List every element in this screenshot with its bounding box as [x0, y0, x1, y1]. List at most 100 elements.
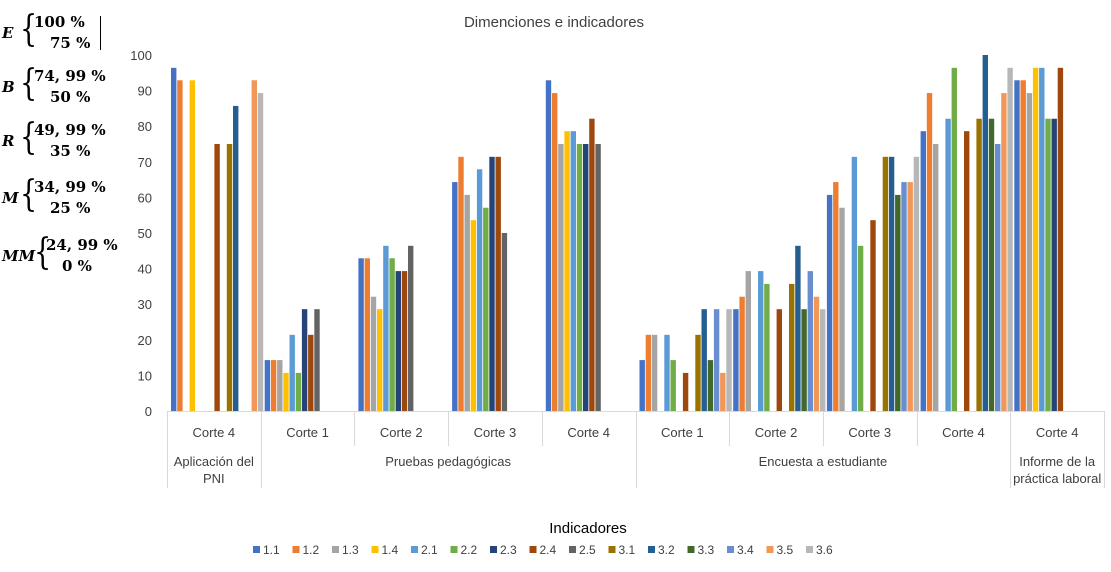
bar-2-1 [570, 131, 576, 411]
legend-swatch-1-4 [371, 546, 379, 553]
bar-1-2 [645, 334, 652, 411]
bar-2-4 [870, 220, 876, 411]
rating-upper-bound: 100 % [34, 13, 85, 31]
bar-2-2 [1045, 118, 1051, 411]
bar-2-1 [851, 156, 858, 411]
bar-3-1 [695, 334, 701, 411]
bar-3-5 [720, 372, 726, 411]
bar-3-3 [707, 360, 714, 411]
bar-2-5 [595, 144, 601, 411]
rating-scale-legend: E {100 % 75 % B {74, 99 % 50 % R {49, 99 % 35 % M… [0, 0, 118, 282]
bar-1-4 [283, 372, 289, 411]
legend-label: 1.1 [263, 543, 280, 557]
y-tick-label: 10 [138, 368, 152, 383]
bar-2-2 [389, 258, 395, 411]
brace-icon: { [20, 117, 38, 158]
legend-swatch-1-1 [253, 546, 260, 553]
legend-label: 2.1 [421, 543, 438, 557]
bar-3-6 [1007, 67, 1013, 411]
bar-3-5 [907, 182, 913, 411]
rating-upper-bound: 49, 99 % [34, 121, 106, 139]
bar-3-1 [976, 118, 982, 411]
legend-label: 3.2 [658, 543, 675, 557]
bar-1-3 [277, 360, 283, 411]
rating-lower-bound: 75 % [50, 34, 91, 52]
bar-3-1 [226, 144, 233, 411]
bar-3-4 [713, 309, 720, 411]
bar-1-1 [733, 309, 739, 411]
category-label: Corte 2 [380, 425, 423, 440]
chart-title: Dimenciones e indicadores [464, 14, 644, 31]
legend-swatch-2-2 [450, 546, 458, 553]
rating-upper-bound: 74, 99 % [34, 67, 106, 85]
bar-1-4 [564, 131, 570, 411]
rating-lower-bound: 50 % [50, 88, 91, 106]
category-label: Corte 2 [755, 425, 798, 440]
legend-label: 2.2 [461, 543, 478, 557]
legend-label: 3.1 [619, 543, 636, 557]
legend-swatch-2-4 [529, 546, 537, 553]
bar-1-1 [545, 80, 552, 411]
bar-1-2 [1020, 80, 1026, 411]
bar-1-2 [739, 296, 745, 411]
group-label: Encuesta a estudiante [759, 454, 888, 469]
legend-label: 2.3 [500, 543, 517, 557]
y-axis: 0 10 20 30 40 50 60 70 80 90 100 [130, 48, 152, 419]
bar-3-2 [701, 309, 707, 411]
legend-swatch-1-2 [292, 546, 300, 553]
y-tick-label: 70 [138, 155, 152, 170]
bar-3-5 [251, 80, 257, 411]
legend-swatch-3-1 [608, 546, 616, 553]
y-tick-label: 20 [138, 333, 152, 348]
rating-letter: R [2, 132, 15, 150]
bar-2-4 [308, 334, 314, 411]
bar-1-1 [826, 194, 833, 411]
bar-1-3 [651, 334, 658, 411]
bar-3-6 [820, 309, 826, 411]
bar-2-4 [682, 372, 689, 411]
rating-lower-bound: 25 % [50, 199, 91, 217]
bar-3-2 [233, 105, 239, 411]
category-label: Corte 4 [1036, 425, 1079, 440]
bar-1-3 [464, 194, 470, 411]
bar-2-4 [776, 309, 782, 411]
legend: 1.1 1.2 1.3 1.4 2.1 2.2 2.3 2.4 2.5 3.1 3.2 3.3 3.4 3… [253, 543, 833, 557]
legend-label: 3.3 [698, 543, 715, 557]
bar-3-6 [257, 93, 264, 411]
bar-1-1 [452, 182, 458, 411]
bar-2-3 [395, 271, 401, 411]
rating-upper-bound: 24, 99 % [46, 236, 118, 254]
category-label: Corte 4 [942, 425, 985, 440]
bar-3-3 [895, 194, 901, 411]
bar-1-2 [177, 80, 183, 411]
bar-1-3 [745, 271, 751, 411]
bar-1-4 [470, 220, 477, 411]
y-tick-label: 90 [138, 84, 152, 99]
bar-2-1 [664, 334, 670, 411]
plot-area [171, 55, 1064, 411]
rating-row-e: E {100 % 75 % [2, 10, 116, 58]
group-label: Pruebas pedagógicas [385, 454, 511, 469]
bar-1-3 [558, 144, 564, 411]
bar-2-2 [670, 360, 676, 411]
bar-3-4 [995, 144, 1001, 411]
bar-1-1 [358, 258, 364, 411]
rating-row-r: R {49, 99 % 35 % [2, 118, 116, 166]
group-label: PNI [203, 471, 225, 486]
legend-swatch-3-6 [806, 546, 813, 553]
legend-label: 1.3 [342, 543, 359, 557]
bar-2-5 [408, 245, 414, 411]
rating-letter: M [2, 189, 19, 207]
bar-3-2 [795, 245, 801, 411]
legend-swatch-3-2 [648, 546, 655, 553]
bar-3-3 [988, 118, 995, 411]
bar-1-2 [926, 93, 933, 411]
rating-row-b: B {74, 99 % 50 % [2, 64, 116, 112]
bar-3-5 [813, 296, 820, 411]
bar-1-1 [171, 67, 177, 411]
bar-3-2 [982, 55, 988, 411]
bar-3-6 [726, 309, 732, 411]
bar-1-1 [920, 131, 926, 411]
bar-2-1 [1039, 67, 1045, 411]
